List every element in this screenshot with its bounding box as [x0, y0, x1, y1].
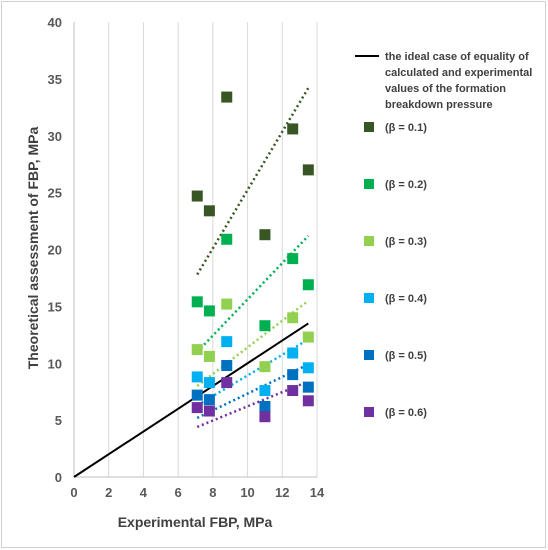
- data-point: [191, 296, 203, 308]
- data-point: [221, 233, 233, 245]
- data-point: [203, 205, 215, 217]
- data-point: [221, 360, 233, 372]
- data-point: [287, 123, 299, 135]
- x-axis-title: Experimental FBP, MPa: [118, 514, 273, 530]
- legend-ideal-label: breakdown pressure: [385, 99, 493, 111]
- legend-ideal-label: values of the formation: [385, 83, 506, 95]
- legend-label: (β = 0.4): [385, 293, 427, 305]
- ideal-line-path: [73, 322, 309, 478]
- y-tick-label: 25: [48, 186, 62, 201]
- data-point: [302, 395, 314, 407]
- x-tick-label: 4: [140, 485, 148, 500]
- x-tick-label: 14: [310, 485, 325, 500]
- data-point: [221, 336, 233, 348]
- data-point: [221, 91, 233, 103]
- x-tick-label: 2: [105, 485, 112, 500]
- data-point: [221, 377, 233, 389]
- data-points: [191, 91, 314, 423]
- data-point: [221, 298, 233, 310]
- data-point: [302, 279, 314, 291]
- x-tick-label: 12: [275, 485, 289, 500]
- legend-swatch: [364, 179, 374, 189]
- y-tick-label: 40: [48, 15, 62, 30]
- data-point: [287, 385, 299, 397]
- data-point: [191, 402, 203, 414]
- data-point: [302, 331, 314, 343]
- data-point: [203, 350, 215, 362]
- data-point: [259, 320, 271, 332]
- y-tick-label: 10: [48, 356, 62, 371]
- data-point: [191, 190, 203, 202]
- data-point: [191, 371, 203, 383]
- data-point: [191, 344, 203, 356]
- x-tick-label: 10: [240, 485, 254, 500]
- legend-label: (β = 0.3): [385, 236, 427, 248]
- y-axis-title: Theoretical assessment of FBP, MPa: [25, 127, 41, 370]
- y-tick-label: 30: [48, 129, 62, 144]
- legend-swatch: [364, 350, 374, 360]
- data-point: [203, 405, 215, 417]
- trend-line: [196, 363, 309, 419]
- y-tick-label: 15: [48, 299, 62, 314]
- data-point: [287, 347, 299, 359]
- y-tick-label: 0: [55, 470, 62, 485]
- data-point: [259, 229, 271, 241]
- x-tick-label: 6: [175, 485, 182, 500]
- x-tick-label: 8: [209, 485, 216, 500]
- legend-label: (β = 0.2): [385, 179, 427, 191]
- legend-ideal-label: calculated and experimental: [385, 67, 532, 79]
- y-tick-label: 5: [55, 413, 62, 428]
- legend-swatch: [364, 407, 374, 417]
- data-point: [203, 305, 215, 317]
- legend-label: (β = 0.1): [385, 122, 427, 134]
- data-point: [259, 361, 271, 373]
- data-point: [302, 381, 314, 393]
- y-tick-label: 20: [48, 243, 62, 258]
- data-point: [259, 400, 271, 412]
- tick-labels: 0 2 4 6 8 10 12 14 0 5 10 15 20 25 30 35 40: [48, 15, 325, 500]
- data-point: [259, 411, 271, 423]
- data-point: [191, 389, 203, 401]
- data-point: [287, 253, 299, 265]
- legend: the ideal case of equality of calculated …: [355, 51, 532, 419]
- legend-swatch: [364, 293, 374, 303]
- data-point: [302, 164, 314, 176]
- legend-ideal-label: the ideal case of equality of: [385, 51, 529, 63]
- data-point: [302, 362, 314, 374]
- data-point: [203, 377, 215, 389]
- x-tick-label: 0: [70, 485, 77, 500]
- data-point: [287, 312, 299, 324]
- legend-label: (β = 0.6): [385, 407, 427, 419]
- data-point: [287, 369, 299, 381]
- axes: [73, 22, 317, 478]
- data-point: [259, 385, 271, 397]
- trend-line: [196, 234, 310, 353]
- trend-line: [196, 87, 310, 276]
- y-tick-label: 35: [48, 72, 62, 87]
- legend-swatch: [364, 122, 374, 132]
- legend-label: (β = 0.5): [385, 350, 427, 362]
- trend-line: [196, 338, 309, 407]
- legend-swatch: [364, 236, 374, 246]
- data-point: [203, 394, 215, 406]
- ideal-line: [73, 322, 309, 478]
